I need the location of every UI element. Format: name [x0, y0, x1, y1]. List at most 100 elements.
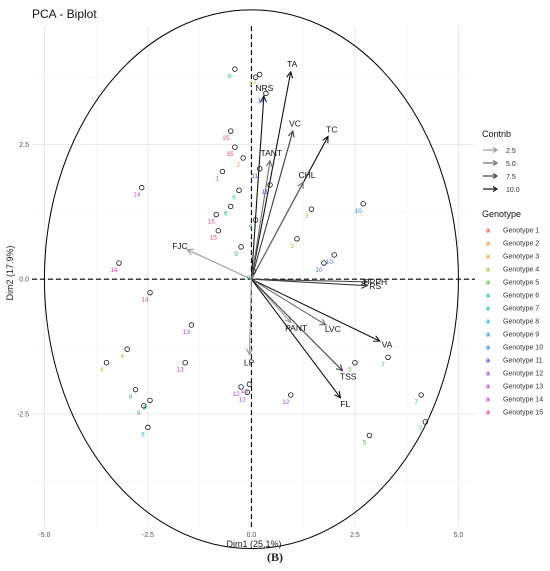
grid — [32, 26, 475, 527]
observation-point — [244, 389, 250, 396]
legend-genotype: Genotype a Genotype 1 a Genotype 2 a Genotype … — [482, 209, 543, 417]
legend-genotype-key: a — [486, 293, 490, 300]
legend-genotype-key: a — [486, 241, 490, 248]
legend-genotype-label: Genotype 1 — [503, 228, 539, 235]
y-tick-label: 2.5 — [19, 142, 29, 149]
tick-labels: -5.0 -2.5 0.0 2.5 5.0 -2.5 0.0 2.5 — [17, 142, 463, 539]
observation-point — [366, 432, 373, 439]
arrow-ta — [250, 71, 292, 280]
legend-genotype-label: Genotype 2 — [503, 241, 539, 248]
observation-point — [250, 268, 257, 274]
observation-point — [182, 359, 188, 366]
observation-point — [352, 359, 358, 366]
observation-point — [240, 155, 246, 161]
arrowhead-nrs — [259, 94, 267, 103]
observation-point — [321, 260, 327, 266]
observation-point — [294, 236, 300, 242]
observation-label: 7 — [381, 361, 385, 368]
variable-label-dpph: DPPH — [364, 277, 388, 287]
observation-label: 7 — [419, 426, 423, 433]
observation-label: 10 — [315, 267, 323, 274]
variable-label-chl: CHL — [298, 170, 315, 180]
legend-genotype-key: a — [486, 345, 490, 352]
legend-genotype-label: Genotype 13 — [503, 384, 543, 391]
arrowhead-lvc — [319, 318, 328, 326]
observation-label: 13 — [183, 329, 191, 336]
legend-contrib-arrowhead — [492, 159, 499, 167]
observation-point — [236, 187, 242, 194]
arrowhead-rs — [360, 281, 369, 289]
arrow-fl — [250, 278, 341, 399]
variable-label-lvc: LVC — [325, 324, 341, 334]
observation-label: 5 — [363, 439, 367, 446]
legend-contrib: Contrib 2.5 5.0 7.5 10.0 — [482, 129, 520, 194]
observation-point — [418, 392, 424, 398]
arrow-va — [251, 278, 381, 342]
legend-genotype-label: Genotype 14 — [503, 397, 543, 404]
observation-point — [145, 424, 151, 431]
x-axis-label: Dim1 (25.1%) — [226, 539, 281, 549]
legend-genotype-label: Genotype 12 — [503, 371, 543, 378]
legend-genotype-label: Genotype 15 — [503, 410, 543, 417]
observation-point — [213, 211, 219, 218]
observation-label: 10 — [326, 259, 334, 266]
y-tick-label: -2.5 — [17, 411, 29, 418]
legend-genotype-key: a — [486, 332, 490, 339]
variable-label-va: VA — [382, 340, 393, 350]
arrowhead-va — [373, 335, 381, 342]
observation-label: 3 — [249, 81, 253, 88]
variable-label-lp: LP — [244, 358, 255, 368]
legend-genotype-label: Genotype 7 — [503, 306, 539, 313]
y-axis-label: Dim2 (17.9%) — [5, 245, 15, 300]
legend-contrib-label: 10.0 — [506, 187, 520, 194]
observation-label: 11 — [258, 97, 265, 104]
variable-label-nrs: NRS — [255, 83, 273, 93]
legend-genotype-key: a — [486, 410, 490, 417]
legend-contrib-label: 7.5 — [506, 174, 516, 181]
observation-point — [116, 260, 122, 266]
legend-genotype-key: a — [486, 254, 490, 261]
arrowhead-tc — [322, 135, 329, 144]
zero-lines — [32, 26, 475, 527]
x-tick-label: 0.0 — [247, 532, 257, 539]
arrow-lp — [248, 279, 252, 355]
legend-contrib-arrowhead — [492, 185, 499, 193]
legend-genotype-key: a — [486, 319, 490, 326]
observation-label: 12 — [239, 396, 247, 403]
observation-point — [141, 403, 147, 409]
observation-point — [422, 419, 429, 425]
legend-genotype-label: Genotype 6 — [503, 293, 539, 300]
observation-label: 8 — [129, 394, 133, 401]
arrowhead-fjc — [186, 248, 194, 256]
observation-label: 7 — [414, 399, 418, 406]
x-tick-label: -2.5 — [142, 532, 154, 539]
legend-genotype-label: Genotype 9 — [503, 332, 539, 339]
observation-point — [219, 168, 226, 175]
legend-genotype-label: Genotype 8 — [503, 319, 539, 326]
arrow-nrs — [250, 95, 265, 280]
observation-label: 12 — [282, 399, 290, 406]
observation-point — [232, 66, 238, 72]
x-tick-label: 5.0 — [454, 532, 464, 539]
observation-point — [147, 289, 153, 296]
observation-label: 6 — [228, 73, 232, 80]
observation-label: 14 — [133, 192, 141, 199]
observation-point — [385, 354, 391, 361]
legend-genotype-key: a — [486, 397, 490, 404]
variable-label-ta: TA — [287, 59, 298, 69]
legend-contrib-arrowhead — [492, 146, 499, 154]
observation-point — [103, 359, 110, 366]
observation-label: 15 — [226, 151, 234, 158]
legend-genotype-key: a — [486, 228, 490, 235]
observation-point — [252, 217, 259, 223]
observation-point — [188, 322, 195, 328]
legend-genotype-label: Genotype 11 — [503, 358, 543, 365]
y-tick-label: 0.0 — [19, 277, 29, 284]
variable-label-fjc: FJC — [172, 241, 188, 251]
variable-label-fl: FL — [340, 399, 350, 409]
observation-label: 13 — [241, 388, 249, 395]
variable-label-vc: VC — [289, 118, 301, 128]
